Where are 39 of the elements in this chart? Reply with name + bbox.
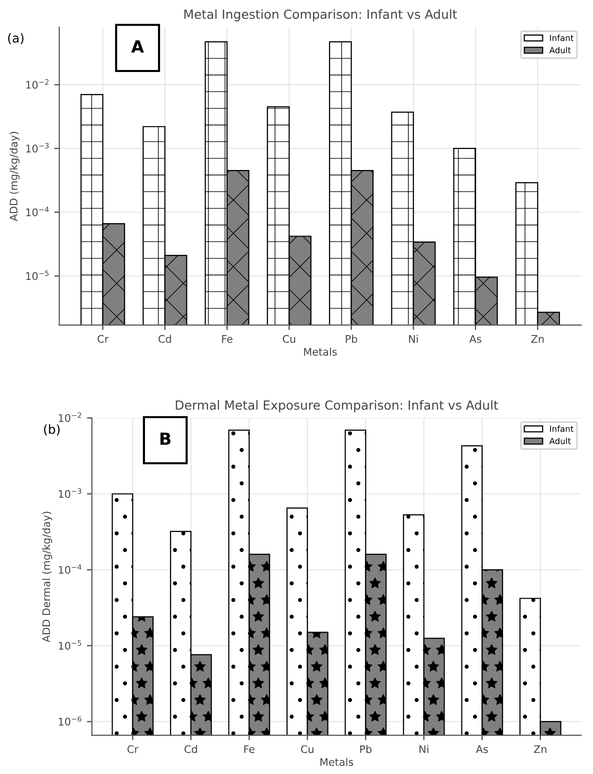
x-tick-label: Fe — [222, 335, 232, 343]
x-tick-label: Ni — [420, 745, 428, 753]
x-tick-label: Zn — [534, 745, 546, 753]
x-tick-label: Fe — [244, 745, 255, 754]
x-axis-title: Metals — [304, 348, 337, 356]
y-tick-label: 10$^{−3}$ — [58, 488, 82, 498]
x-tick-label: Cd — [158, 334, 171, 343]
y-tick-label: 10$^{−2}$ — [58, 412, 82, 422]
x-tick-label: Cr — [98, 334, 109, 343]
legend-label: Infant — [550, 425, 574, 432]
y-tick-label: 10$^{−4}$ — [58, 564, 82, 574]
y-tick-label: 10$^{−3}$ — [26, 142, 49, 152]
y-tick-label: 10$^{−2}$ — [26, 79, 48, 89]
legend-label: Infant — [550, 34, 574, 42]
y-tick-label: 10$^{−5}$ — [58, 640, 82, 650]
x-tick-label: As — [469, 335, 482, 343]
annotation: A — [131, 40, 144, 53]
text: (b) — [44, 424, 60, 436]
chart-title: Metal Ingestion Comparison: Infant vs Adult — [184, 9, 457, 22]
y-axis-title: ADD (mg/kg/day) — [9, 132, 20, 222]
text: (a) — [8, 33, 24, 44]
legend-label: Adult — [549, 438, 571, 444]
y-tick-label: 10$^{−4}$ — [26, 206, 49, 216]
y-tick-label: 10$^{−6}$ — [58, 716, 82, 726]
x-axis-title: Metals — [320, 758, 354, 766]
y-axis-title: ADD Dermal (mg/kg/day) — [42, 512, 52, 642]
x-tick-label: Pb — [346, 334, 358, 343]
x-tick-label: Zn — [531, 335, 544, 343]
x-tick-label: Cd — [184, 745, 197, 754]
x-tick-label: Cu — [282, 334, 296, 343]
x-tick-label: Cu — [301, 745, 314, 754]
x-tick-label: As — [476, 745, 488, 754]
legend-label: Adult — [549, 46, 571, 54]
x-tick-label: Pb — [360, 745, 372, 754]
x-tick-label: Cr — [127, 745, 138, 754]
x-tick-label: Ni — [409, 334, 418, 343]
y-tick-label: 10$^{−5}$ — [26, 270, 49, 280]
chart-title: Dermal Metal Exposure Comparison: Infant vs Adult — [176, 400, 498, 412]
annotation: B — [160, 432, 170, 445]
